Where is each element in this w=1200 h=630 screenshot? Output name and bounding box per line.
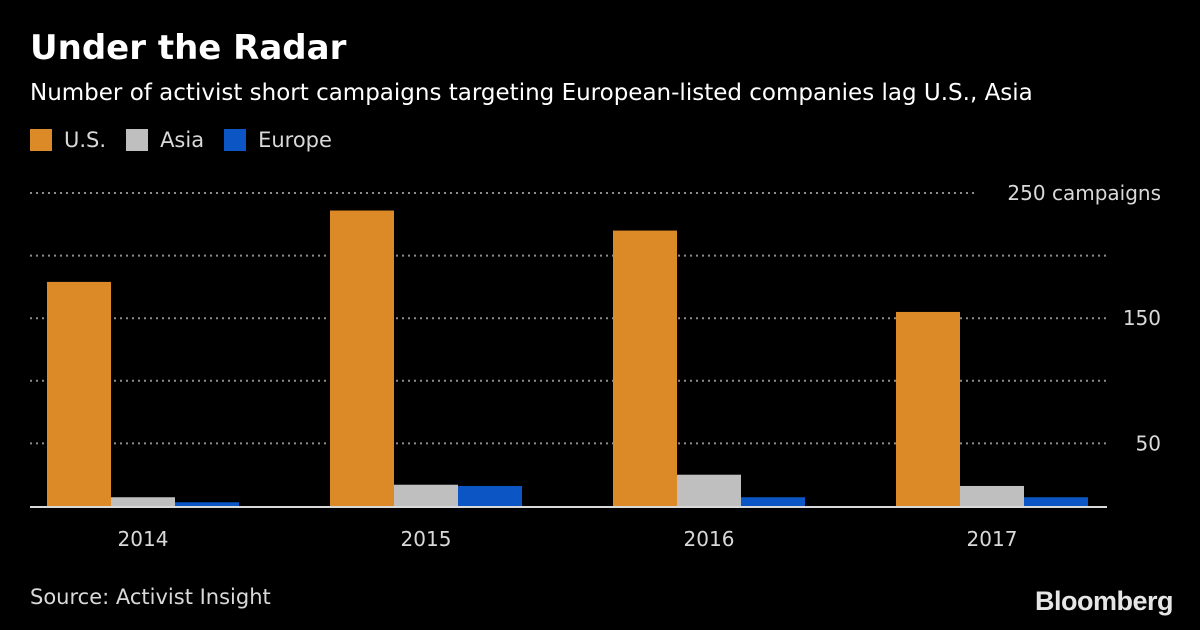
source-note: Source: Activist Insight — [30, 585, 271, 609]
bar-asia-2014 — [111, 497, 175, 506]
chart-title: Under the Radar — [30, 28, 347, 68]
bar-us-2015 — [330, 210, 394, 506]
bar-asia-2017 — [960, 485, 1024, 506]
bloomberg-logo: Bloomberg — [1034, 586, 1174, 616]
legend-swatch-europe — [224, 129, 247, 151]
legend-item-europe: Europe — [224, 128, 332, 152]
legend-label-europe: Europe — [258, 128, 332, 152]
bar-asia-2016 — [677, 474, 741, 506]
bar-us-2016 — [613, 230, 677, 506]
bar-us-2017 — [896, 311, 960, 506]
x-tick-label: 2017 — [967, 527, 1018, 551]
bar-europe-2016 — [741, 497, 805, 506]
legend-swatch-asia — [126, 129, 149, 151]
y-tick-label: 150 — [1123, 306, 1161, 330]
legend-item-asia: Asia — [126, 128, 204, 152]
x-tick-label: 2016 — [684, 527, 735, 551]
y-tick-label: 250 campaigns — [1007, 181, 1161, 205]
bar-us-2014 — [47, 281, 111, 506]
legend-label-us: U.S. — [64, 128, 107, 152]
bar-europe-2014 — [175, 502, 239, 506]
y-tick-label: 50 — [1136, 431, 1161, 455]
bar-europe-2017 — [1024, 497, 1088, 506]
legend-label-asia: Asia — [160, 128, 205, 152]
x-tick-label: 2015 — [401, 527, 452, 551]
legend: U.S. Asia Europe — [30, 128, 352, 152]
legend-swatch-us — [30, 129, 52, 151]
chart-subtitle: Number of activist short campaigns targe… — [30, 80, 1033, 106]
legend-item-us: U.S. — [30, 128, 106, 152]
x-tick-label: 2014 — [118, 527, 169, 551]
bar-europe-2015 — [458, 485, 522, 506]
bar-asia-2015 — [394, 484, 458, 506]
